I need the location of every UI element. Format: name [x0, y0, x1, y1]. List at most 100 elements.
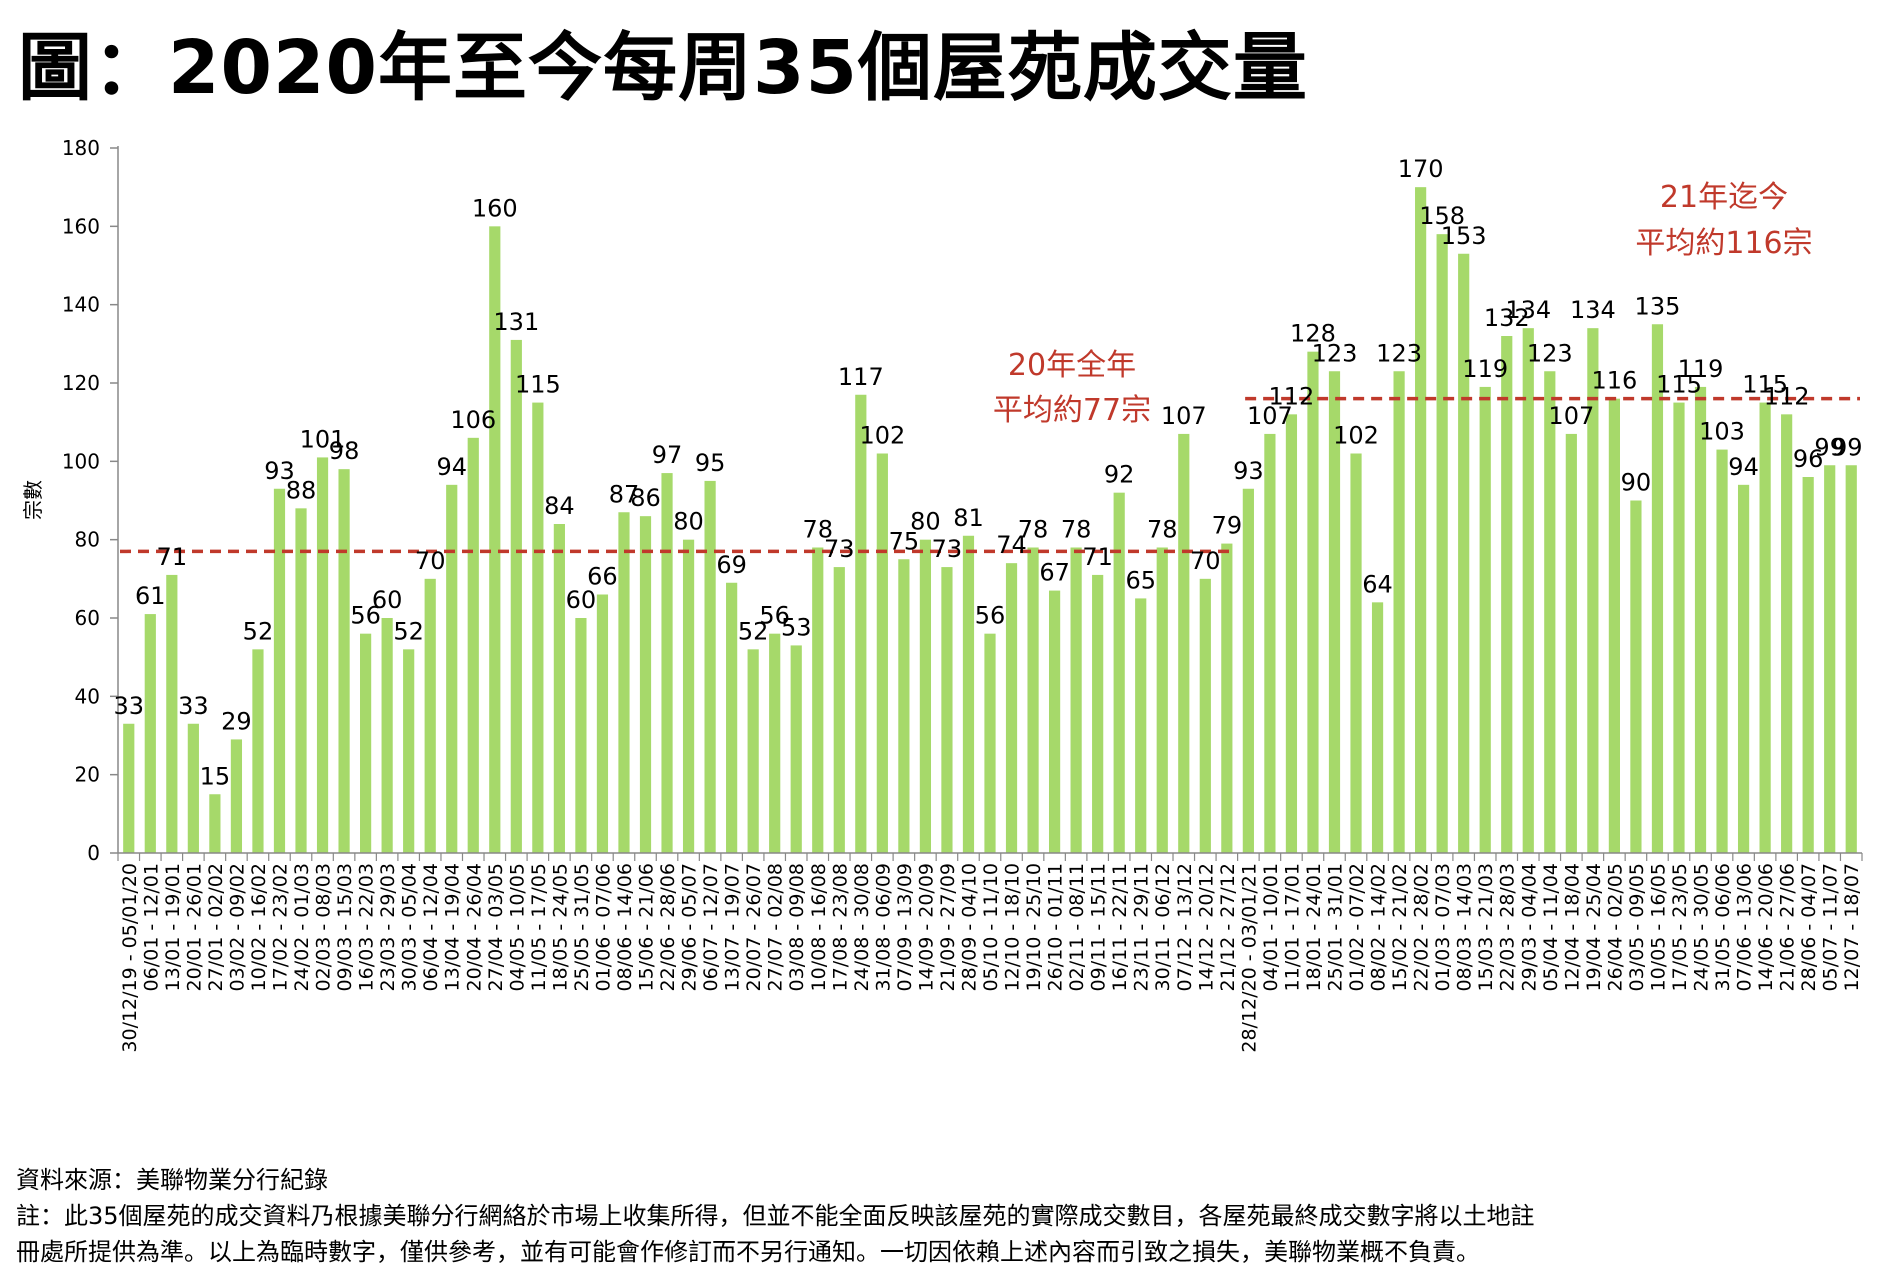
data-label: 101 — [300, 425, 346, 453]
data-label: 112 — [1764, 382, 1810, 410]
x-tick-label: 14/12 - 20/12 — [1195, 863, 1217, 991]
bar — [230, 739, 243, 853]
data-label: 78 — [802, 516, 833, 544]
data-label: 93 — [1233, 457, 1264, 485]
x-tick-label: 25/05 - 31/05 — [571, 863, 593, 991]
x-tick-label: 22/06 - 28/06 — [657, 863, 679, 991]
bar — [919, 539, 932, 853]
data-label: 102 — [859, 422, 905, 450]
data-label: 106 — [450, 406, 496, 434]
bar — [553, 524, 565, 853]
data-label: 117 — [838, 363, 884, 391]
bar — [273, 488, 286, 853]
bar — [1048, 590, 1061, 853]
y-tick-label: 80 — [75, 528, 100, 552]
data-label: 128 — [1290, 320, 1336, 348]
data-label: 95 — [695, 449, 726, 477]
x-tick-label: 12/10 - 18/10 — [1002, 863, 1024, 991]
bar — [338, 469, 350, 853]
bar — [682, 539, 695, 853]
data-label: 158 — [1419, 202, 1465, 230]
x-tick-label: 07/09 - 13/09 — [894, 863, 916, 991]
x-tick-label: 19/04 - 25/04 — [1583, 863, 1605, 991]
data-label: 107 — [1247, 402, 1293, 430]
bar — [1350, 453, 1362, 853]
bar — [1522, 328, 1534, 854]
x-tick-label: 08/03 - 14/03 — [1454, 863, 1476, 991]
x-tick-label: 07/12 - 13/12 — [1174, 863, 1196, 991]
x-tick-label: 31/08 - 06/09 — [872, 863, 894, 991]
bar — [144, 614, 156, 853]
x-tick-label: 02/11 - 08/11 — [1066, 863, 1088, 991]
bar — [661, 473, 673, 853]
bar — [1651, 324, 1664, 853]
bar — [381, 618, 393, 853]
data-label: 52 — [393, 617, 424, 645]
x-tick-label: 07/06 - 13/06 — [1734, 863, 1756, 991]
data-label: 60 — [372, 586, 403, 614]
bar — [1307, 351, 1319, 853]
bar — [1824, 465, 1836, 853]
y-tick-label: 120 — [62, 371, 100, 395]
bar — [1371, 602, 1384, 853]
bar — [1845, 465, 1857, 853]
x-tick-label: 29/03 - 04/04 — [1518, 863, 1540, 991]
bar — [209, 794, 221, 853]
data-label: 78 — [1147, 516, 1178, 544]
data-label: 99 — [1832, 433, 1863, 461]
x-tick-label: 17/08 - 23/08 — [829, 863, 851, 991]
x-tick-label: 27/04 - 03/05 — [485, 863, 507, 991]
x-tick-label: 14/06 - 20/06 — [1755, 863, 1777, 991]
bar — [123, 723, 135, 853]
bar — [1737, 484, 1750, 853]
x-tick-label: 21/12 - 27/12 — [1217, 863, 1239, 991]
data-label: 132 — [1484, 304, 1530, 332]
x-tick-label: 28/12/20 - 03/01/21 — [1238, 863, 1260, 1053]
data-label: 123 — [1376, 339, 1422, 367]
y-tick-label: 60 — [75, 606, 100, 630]
x-tick-label: 28/09 - 04/10 — [958, 863, 980, 991]
disclaimer-line-2: 冊處所提供為準。以上為臨時數字，僅供參考，並有可能會作修訂而不另行通知。一切因依… — [16, 1238, 1480, 1266]
average-annotation-line2: 平均約77宗 — [993, 393, 1151, 428]
bar — [1178, 433, 1190, 853]
x-tick-label: 13/01 - 19/01 — [162, 863, 184, 991]
bar — [1156, 547, 1168, 853]
bar — [575, 618, 587, 853]
x-tick-label: 22/03 - 28/03 — [1497, 863, 1519, 991]
x-tick-label: 16/03 - 22/03 — [356, 863, 378, 991]
data-label: 84 — [544, 492, 575, 520]
data-label: 70 — [1190, 547, 1221, 575]
data-label: 99 — [1814, 433, 1845, 461]
y-tick-label: 40 — [75, 684, 100, 708]
x-tick-label: 19/10 - 25/10 — [1023, 863, 1045, 991]
bar — [1415, 187, 1427, 853]
data-label: 61 — [135, 582, 166, 610]
x-axis: 30/12/19 - 05/01/20 06/01 - 12/01 13/01 - … — [117, 852, 1863, 1053]
bar — [596, 594, 609, 853]
data-label: 92 — [1104, 461, 1135, 489]
bar — [252, 649, 264, 853]
bar — [1673, 402, 1685, 853]
average-annotation-line2: 平均約116宗 — [1635, 226, 1812, 261]
x-tick-label: 08/06 - 14/06 — [614, 863, 636, 991]
data-label: 115 — [1656, 371, 1702, 399]
bar — [1781, 414, 1793, 853]
bar — [295, 508, 307, 853]
data-label: 78 — [1018, 516, 1049, 544]
data-label: 134 — [1570, 296, 1616, 324]
bar — [1328, 371, 1341, 853]
data-label: 67 — [1039, 559, 1070, 587]
data-label: 123 — [1312, 339, 1358, 367]
data-label: 115 — [1742, 371, 1788, 399]
bar — [1544, 371, 1556, 853]
x-tick-label: 20/07 - 26/07 — [743, 863, 765, 991]
y-tick-label: 160 — [62, 214, 100, 238]
data-label: 119 — [1678, 355, 1724, 383]
data-label: 56 — [759, 602, 790, 630]
x-tick-label: 21/06 - 27/06 — [1777, 863, 1799, 991]
data-label: 103 — [1699, 418, 1745, 446]
x-tick-label: 24/08 - 30/08 — [851, 863, 873, 991]
bar — [1113, 492, 1125, 853]
average-annotation-line1: 21年迄今 — [1660, 180, 1788, 215]
x-tick-label: 29/06 - 05/07 — [679, 863, 701, 991]
